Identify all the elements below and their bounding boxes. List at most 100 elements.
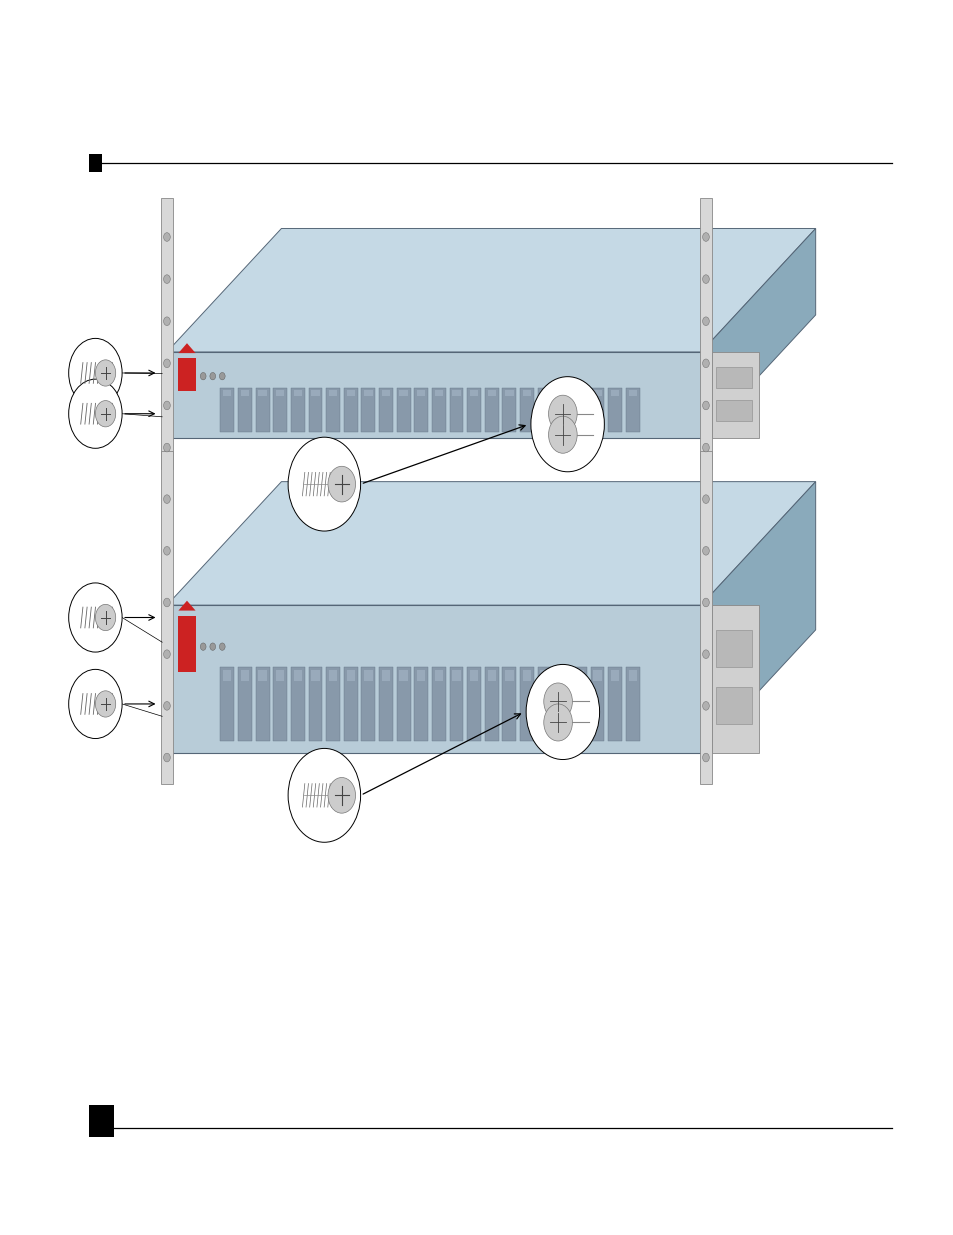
Bar [608, 667, 621, 741]
Bar [161, 198, 172, 469]
Bar [255, 388, 270, 431]
Circle shape [163, 701, 170, 710]
Circle shape [548, 416, 577, 453]
Bar [255, 667, 270, 741]
Circle shape [548, 395, 577, 432]
Bar [467, 667, 480, 741]
Circle shape [69, 379, 122, 448]
Bar [364, 669, 372, 680]
Bar [467, 388, 480, 431]
Bar [576, 669, 583, 680]
Bar [484, 667, 498, 741]
Circle shape [95, 400, 115, 427]
Bar [399, 669, 407, 680]
Bar [590, 388, 604, 431]
Bar [326, 667, 339, 741]
Bar [573, 388, 586, 431]
Bar [291, 667, 304, 741]
Bar [700, 198, 711, 469]
Circle shape [69, 338, 122, 408]
Bar [308, 667, 322, 741]
Bar [502, 388, 516, 431]
Circle shape [701, 701, 709, 710]
Bar [220, 388, 234, 431]
Bar [625, 667, 639, 741]
Bar [716, 400, 751, 421]
Circle shape [210, 643, 215, 651]
Circle shape [163, 275, 170, 284]
Bar [470, 669, 477, 680]
Bar [294, 669, 302, 680]
Polygon shape [700, 228, 815, 438]
Bar [487, 669, 496, 680]
Bar [537, 667, 551, 741]
Bar [273, 388, 287, 431]
Bar [540, 669, 548, 680]
Circle shape [530, 377, 604, 472]
Circle shape [701, 650, 709, 658]
Circle shape [163, 232, 170, 241]
Circle shape [163, 495, 170, 504]
Bar [628, 669, 637, 680]
Circle shape [69, 583, 122, 652]
Bar [558, 669, 566, 680]
Bar [89, 1105, 113, 1137]
Circle shape [163, 546, 170, 556]
Bar [716, 630, 751, 667]
Bar [329, 389, 337, 396]
Circle shape [95, 359, 115, 387]
Bar [537, 388, 551, 431]
Bar [484, 388, 498, 431]
Bar [487, 389, 496, 396]
Bar [522, 669, 531, 680]
Bar [258, 669, 267, 680]
Circle shape [525, 664, 598, 760]
Bar [452, 669, 460, 680]
Bar [593, 669, 601, 680]
Bar [700, 451, 711, 784]
Bar [343, 667, 357, 741]
Bar [311, 389, 319, 396]
Bar [346, 389, 355, 396]
Bar [519, 667, 534, 741]
Circle shape [288, 437, 360, 531]
Circle shape [701, 401, 709, 410]
Circle shape [328, 778, 355, 813]
Bar [223, 389, 232, 396]
Bar [361, 388, 375, 431]
Bar [608, 388, 621, 431]
Bar [505, 669, 513, 680]
Bar [364, 389, 372, 396]
Circle shape [163, 401, 170, 410]
Bar [716, 687, 751, 724]
Bar [432, 388, 445, 431]
Bar [167, 352, 700, 438]
Circle shape [163, 443, 170, 452]
Circle shape [200, 643, 206, 651]
Circle shape [95, 690, 115, 718]
Bar [414, 388, 428, 431]
Circle shape [543, 704, 572, 741]
Circle shape [69, 669, 122, 739]
Bar [435, 669, 442, 680]
Bar [223, 669, 232, 680]
Bar [273, 667, 287, 741]
Bar [308, 388, 322, 431]
Circle shape [163, 650, 170, 658]
Polygon shape [700, 482, 815, 753]
Circle shape [210, 373, 215, 380]
Circle shape [701, 232, 709, 241]
Circle shape [701, 598, 709, 606]
Bar [540, 389, 548, 396]
Circle shape [701, 275, 709, 284]
Polygon shape [167, 482, 815, 605]
Bar [555, 667, 569, 741]
Bar [326, 388, 339, 431]
Bar [573, 667, 586, 741]
Bar [240, 389, 249, 396]
Bar [161, 451, 172, 784]
Bar [343, 388, 357, 431]
Bar [178, 615, 195, 672]
Bar [432, 667, 445, 741]
Bar [329, 669, 337, 680]
